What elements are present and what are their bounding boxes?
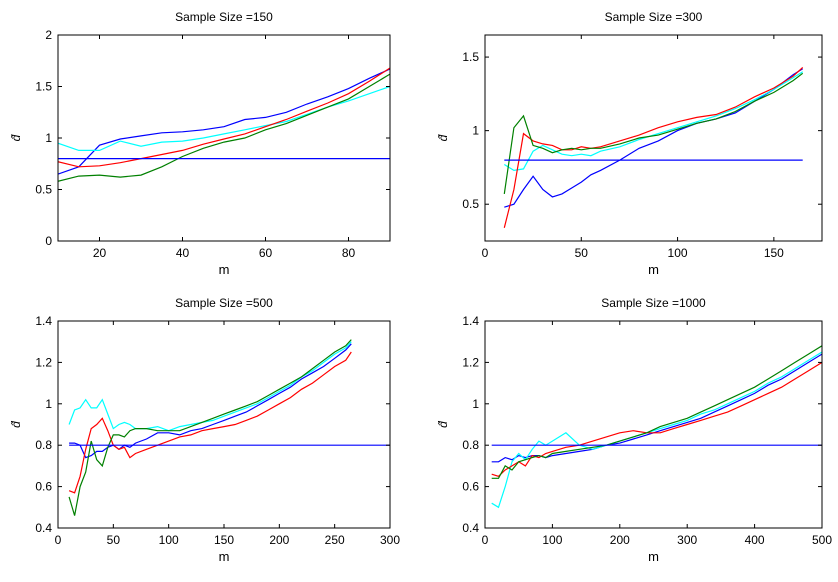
x-axis-label: m [648, 262, 659, 277]
x-tick-label: 100 [159, 533, 179, 547]
x-tick-label: 50 [575, 246, 589, 260]
chart-title: Sample Size =1000 [601, 296, 706, 310]
axes-frame [484, 320, 823, 529]
chart-panel-1: Sample Size =150 20 40 60 80 0 0.5 1 1.5 2 m d̂ [9, 10, 391, 277]
x-tick-label: 200 [269, 533, 289, 547]
series-line-1 [491, 353, 822, 463]
x-tick-label: 0 [482, 246, 489, 260]
y-axis-label: d̂ [436, 421, 450, 428]
chart-panel-3: Sample Size =500 0 50 100 150 200 250 300 0.4 0.6… [9, 296, 400, 564]
y-tick-label: 0.5 [462, 197, 479, 211]
y-tick-label: 0.8 [35, 438, 52, 452]
series-line-2 [503, 71, 804, 172]
y-axis-label: d̂ [9, 134, 23, 141]
series-line-1 [504, 68, 804, 208]
chart-title: Sample Size =500 [175, 296, 273, 310]
x-axis-label: m [219, 549, 230, 564]
y-tick-label: 1 [472, 124, 479, 138]
series-line-3 [491, 361, 822, 477]
x-tick-label: 0 [482, 533, 489, 547]
axes-frame [57, 34, 391, 242]
y-tick-label: 2 [45, 28, 52, 42]
chart-panel-4: Sample Size =1000 0 100 200 300 400 500 0.4 0.6 0… [436, 296, 832, 564]
axes-frame [484, 34, 823, 242]
x-tick-label: 100 [668, 246, 688, 260]
chart-title: Sample Size =300 [605, 10, 703, 24]
series-line-4 [68, 339, 352, 516]
series-line-3 [68, 351, 352, 494]
x-tick-label: 500 [812, 533, 832, 547]
x-tick-label: 80 [342, 246, 356, 260]
x-tick-label: 40 [176, 246, 190, 260]
x-tick-label: 0 [55, 533, 62, 547]
y-axis-label: d̂ [436, 134, 450, 141]
y-tick-label: 1 [45, 397, 52, 411]
y-tick-label: 1 [472, 397, 479, 411]
x-tick-label: 250 [325, 533, 345, 547]
series-line-2 [491, 351, 822, 509]
y-axis-label: d̂ [9, 421, 23, 428]
chart-panel-2: Sample Size =300 0 50 100 150 0.5 1 1.5 m d̂ [436, 10, 823, 277]
y-tick-label: 1.2 [462, 355, 479, 369]
y-tick-label: 1.4 [35, 314, 52, 328]
x-tick-label: 200 [610, 533, 630, 547]
series-line-1 [69, 343, 352, 459]
x-tick-label: 60 [259, 246, 273, 260]
x-tick-label: 400 [745, 533, 765, 547]
x-axis-label: m [219, 262, 230, 277]
y-tick-label: 1.4 [462, 314, 479, 328]
y-tick-label: 0.4 [35, 521, 52, 535]
x-axis-label: m [648, 549, 659, 564]
x-tick-label: 50 [107, 533, 121, 547]
series-line-2 [58, 85, 390, 151]
x-tick-label: 300 [677, 533, 697, 547]
y-tick-label: 0.6 [462, 480, 479, 494]
x-tick-label: 20 [93, 246, 107, 260]
series-line-4 [58, 73, 390, 182]
series-line-4 [491, 345, 822, 479]
x-tick-label: 300 [380, 533, 400, 547]
x-tick-label: 100 [542, 533, 562, 547]
x-tick-label: 150 [764, 246, 784, 260]
series-line-3 [503, 66, 804, 228]
axes-frame [57, 320, 391, 529]
y-tick-label: 1.5 [462, 50, 479, 64]
series-line-4 [503, 72, 804, 194]
y-tick-label: 0.4 [462, 521, 479, 535]
y-tick-label: 1.5 [35, 80, 52, 94]
x-tick-label: 150 [214, 533, 234, 547]
y-tick-label: 1 [45, 131, 52, 145]
y-tick-label: 1.2 [35, 355, 52, 369]
y-tick-label: 0 [45, 234, 52, 248]
y-tick-label: 0.8 [462, 438, 479, 452]
series-line-3 [58, 67, 390, 168]
series-line-2 [68, 341, 352, 432]
series-line-1 [58, 68, 390, 175]
y-tick-label: 0.6 [35, 480, 52, 494]
y-tick-label: 0.5 [35, 183, 52, 197]
chart-title: Sample Size =150 [175, 10, 273, 24]
